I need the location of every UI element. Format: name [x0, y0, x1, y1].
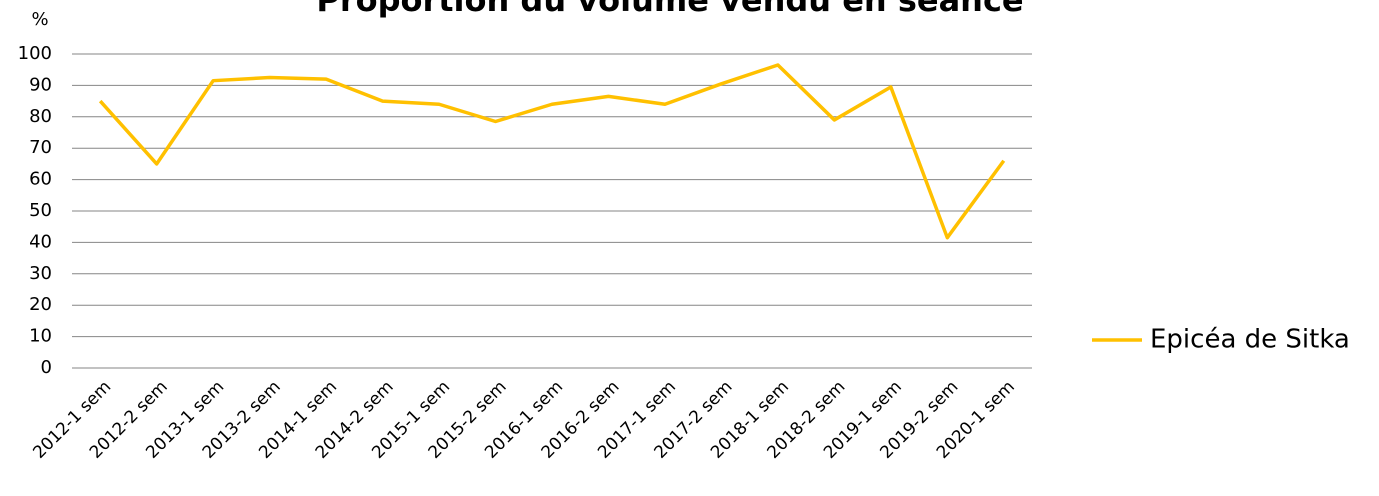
chart-title: Proportion du volume vendu en séance — [316, 0, 1023, 19]
legend-label: Epicéa de Sitka — [1150, 325, 1350, 355]
y-tick-label: 60 — [29, 169, 52, 190]
y-tick-label: 50 — [29, 200, 52, 221]
y-tick-label: 40 — [29, 231, 52, 252]
y-tick-label: 10 — [29, 326, 52, 347]
y-tick-label: 0 — [41, 357, 52, 378]
y-tick-label: 30 — [29, 263, 52, 284]
y-tick-label: 70 — [29, 137, 52, 158]
y-tick-label: 100 — [18, 43, 52, 64]
y-tick-label: 90 — [29, 74, 52, 95]
data-line — [98, 63, 1006, 240]
y-axis-label: % — [31, 9, 48, 30]
y-tick-label: 20 — [29, 294, 52, 315]
y-tick-label: 80 — [29, 106, 52, 127]
